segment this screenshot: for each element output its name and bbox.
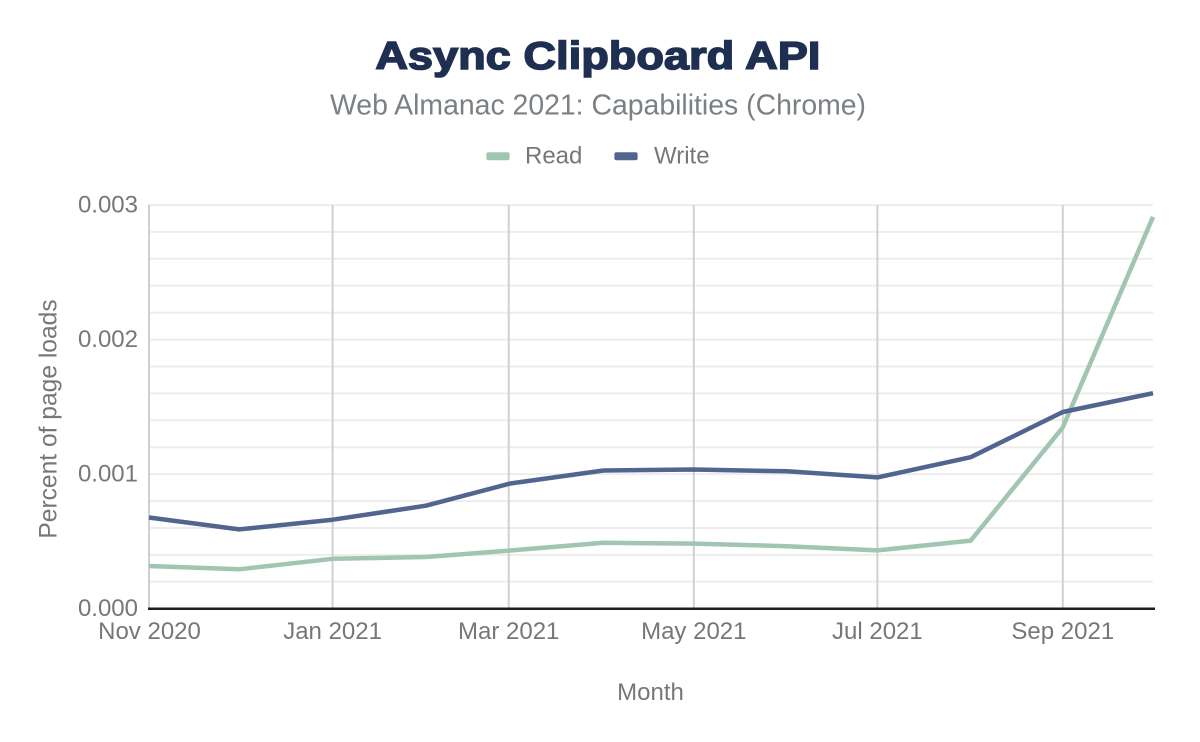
svg-text:May 2021: May 2021 — [641, 618, 746, 645]
svg-text:Read: Read — [525, 143, 582, 170]
svg-text:Web Almanac 2021: Capabilities: Web Almanac 2021: Capabilities (Chrome) — [330, 90, 866, 122]
svg-text:Sep 2021: Sep 2021 — [1011, 618, 1114, 645]
svg-text:Write: Write — [654, 143, 710, 170]
svg-text:Month: Month — [617, 679, 684, 706]
svg-text:0.003: 0.003 — [78, 191, 138, 218]
svg-text:Jul 2021: Jul 2021 — [832, 618, 923, 645]
svg-text:0.002: 0.002 — [78, 326, 138, 353]
svg-text:0.001: 0.001 — [78, 460, 138, 487]
svg-text:Async Clipboard API: Async Clipboard API — [375, 34, 820, 78]
svg-text:Nov 2020: Nov 2020 — [98, 618, 201, 645]
svg-text:0.000: 0.000 — [78, 595, 138, 622]
svg-text:Percent of page loads: Percent of page loads — [36, 299, 63, 538]
svg-text:Mar 2021: Mar 2021 — [458, 618, 559, 645]
svg-text:Jan 2021: Jan 2021 — [283, 618, 382, 645]
